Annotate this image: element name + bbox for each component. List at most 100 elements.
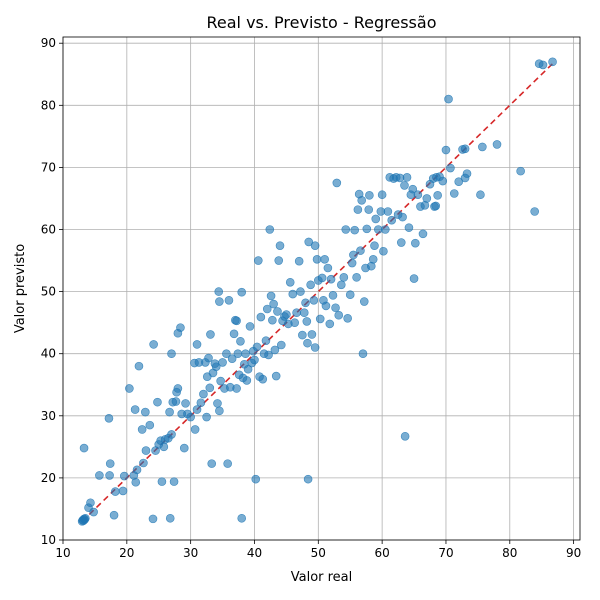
data-point	[192, 405, 202, 414]
data-point	[132, 465, 142, 475]
data-point	[296, 287, 305, 296]
data-point	[492, 140, 502, 149]
data-point	[119, 471, 129, 481]
data-point	[232, 384, 241, 393]
data-point	[379, 246, 388, 256]
x-tick-label: 70	[438, 546, 453, 560]
data-point	[364, 205, 374, 214]
data-point	[205, 383, 215, 393]
data-point	[358, 349, 368, 359]
data-point	[290, 318, 299, 327]
data-point	[276, 340, 286, 350]
data-point	[192, 340, 202, 349]
data-point	[157, 477, 167, 486]
data-point	[242, 376, 252, 385]
data-point	[202, 412, 211, 422]
data-point	[125, 384, 134, 393]
data-point	[118, 486, 128, 496]
y-axis-label: Valor previsto	[13, 244, 28, 333]
data-point	[282, 310, 291, 319]
data-point	[233, 349, 243, 359]
data-point	[86, 498, 95, 508]
data-point	[229, 329, 239, 339]
data-point	[341, 225, 351, 234]
data-point	[215, 297, 224, 306]
data-point	[302, 317, 312, 326]
data-point	[271, 371, 281, 381]
data-point	[370, 241, 379, 250]
data-point	[224, 295, 234, 305]
data-point	[213, 399, 222, 408]
x-tick-label: 40	[247, 546, 262, 560]
data-point	[365, 191, 374, 200]
axis-ticks: 10 20 30 40 50 60 70 80 90 10 20 30 40 50 60 70 80 90	[41, 36, 582, 560]
data-point	[241, 349, 250, 359]
data-point	[400, 431, 410, 441]
data-point	[274, 256, 284, 265]
y-tick-label: 70	[41, 160, 56, 174]
data-point	[111, 487, 120, 496]
data-point	[530, 207, 539, 216]
data-point	[105, 471, 114, 480]
data-point	[298, 330, 307, 340]
y-tick-label: 90	[41, 36, 56, 50]
data-point	[141, 446, 151, 455]
data-point	[332, 178, 342, 188]
data-point	[264, 350, 273, 360]
data-point	[232, 316, 241, 326]
data-point	[95, 471, 104, 480]
data-point	[310, 343, 320, 352]
data-point	[141, 407, 150, 417]
data-point	[309, 295, 319, 305]
data-point	[431, 201, 441, 211]
data-point	[411, 238, 420, 248]
data-point	[153, 397, 162, 407]
data-point	[218, 358, 227, 367]
data-point	[349, 250, 358, 260]
data-point	[81, 513, 90, 523]
data-point	[334, 310, 344, 320]
data-point	[167, 349, 176, 359]
x-tick-label: 60	[374, 546, 389, 560]
data-point	[478, 142, 487, 152]
data-point	[347, 258, 357, 268]
y-tick-label: 10	[41, 533, 56, 547]
data-point	[254, 256, 263, 265]
data-point	[237, 513, 247, 523]
data-point	[266, 291, 276, 301]
data-point	[476, 190, 485, 200]
data-point	[538, 60, 548, 70]
data-point	[89, 507, 98, 517]
data-point	[216, 376, 225, 386]
data-point	[104, 413, 114, 423]
data-point	[245, 322, 255, 331]
data-point	[134, 361, 144, 371]
data-point	[353, 205, 363, 214]
y-tick-label: 30	[41, 409, 56, 423]
data-point	[173, 384, 183, 393]
data-point	[320, 255, 329, 264]
plot-frame	[62, 36, 581, 541]
data-point	[137, 425, 147, 434]
data-point	[165, 513, 175, 523]
data-point	[321, 301, 331, 311]
data-point	[356, 246, 365, 255]
data-point	[454, 177, 464, 186]
data-point	[396, 238, 406, 247]
data-point	[252, 342, 262, 352]
data-point	[190, 425, 200, 434]
data-point	[270, 345, 280, 355]
data-point	[206, 330, 215, 339]
data-point	[215, 406, 224, 416]
chart-title: Real vs. Previsto - Regressão	[207, 13, 437, 32]
data-point	[310, 241, 320, 250]
data-point	[256, 312, 266, 322]
data-point	[250, 355, 259, 365]
data-point	[444, 94, 453, 104]
x-axis-label: Valor real	[291, 570, 353, 585]
data-point	[165, 407, 174, 417]
data-point	[398, 212, 407, 222]
data-point	[237, 287, 247, 297]
